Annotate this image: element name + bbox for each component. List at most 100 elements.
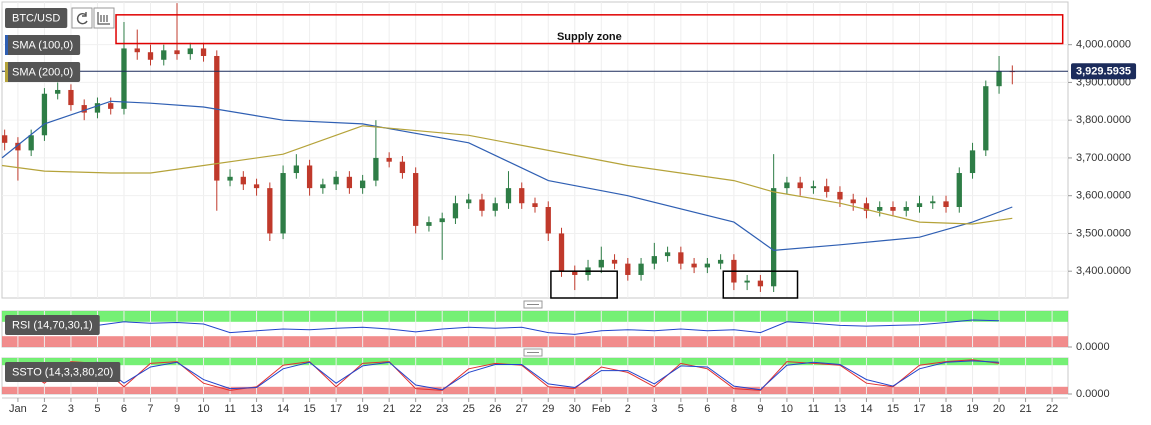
candle-body (41, 93, 48, 136)
candle-body (545, 207, 551, 234)
candle-body (837, 191, 843, 200)
candle-body (638, 263, 644, 275)
band (2, 336, 1068, 347)
candle-body (240, 176, 246, 185)
y-tick-label: 3,900.0000 (1076, 76, 1131, 88)
candle-body (439, 218, 445, 223)
refresh-icon (76, 12, 88, 25)
y-tick-label: 0.0000 (1076, 388, 1110, 400)
candle-body (466, 199, 472, 204)
legend-text: SMA (100,0) (12, 39, 73, 51)
candle-body (983, 86, 989, 151)
candle-body (757, 280, 764, 287)
candle-body (969, 150, 976, 174)
candle-body (200, 48, 207, 56)
x-tick-label: 18 (940, 403, 952, 415)
x-tick-label: 9 (757, 403, 763, 415)
candle-body (611, 259, 618, 264)
candle-body (664, 252, 671, 257)
candle-body (15, 142, 21, 151)
candle-body (452, 203, 459, 219)
candle-body (399, 161, 406, 174)
x-tick-label: 10 (197, 403, 209, 415)
candle-body (558, 233, 565, 272)
candle-body (1, 135, 8, 143)
candle-body (903, 207, 909, 211)
series-line (1, 125, 1013, 225)
x-tick-label: 15 (303, 403, 315, 415)
x-tick-label: 17 (330, 403, 342, 415)
x-tick-label: 23 (436, 403, 448, 415)
y-tick-label: 3,600.0000 (1076, 190, 1131, 202)
legend-item: RSI (14,70,30,1) (5, 315, 100, 335)
x-tick-label: 14 (860, 403, 872, 415)
legend-color (5, 35, 8, 55)
x-tick-label: 26 (489, 403, 501, 415)
candle-body (134, 48, 140, 53)
candle-body (532, 203, 538, 208)
candle-body (214, 55, 220, 181)
candle-body (824, 186, 830, 192)
candle-body (797, 182, 803, 189)
candle-body (121, 48, 127, 109)
pane-frame (1, 1, 1069, 299)
y-tick-label: 4,000.0000 (1076, 39, 1131, 51)
candle-body (704, 263, 711, 268)
x-tick-label: 14 (277, 403, 289, 415)
candle-body (28, 135, 34, 151)
y-tick-label: 3,500.0000 (1076, 227, 1131, 239)
annotation-label: Supply zone (557, 31, 622, 43)
x-tick-label: 11 (808, 403, 819, 415)
candle-body (346, 176, 353, 189)
candle-body (320, 184, 326, 189)
calendar-icon (97, 12, 110, 25)
x-tick-label: 15 (887, 403, 899, 415)
candle-body (426, 222, 432, 226)
x-tick-label: 2 (41, 403, 47, 415)
x-tick-label: 19 (357, 403, 369, 415)
x-tick-label: 3 (68, 403, 74, 415)
x-tick-label: 13 (250, 403, 262, 415)
x-tick-label: 8 (731, 403, 737, 415)
y-tick-label: 3,800.0000 (1076, 114, 1131, 126)
x-tick-label: 10 (781, 403, 793, 415)
legend-box (5, 8, 68, 28)
candle-body (108, 103, 114, 109)
x-tick-label: 2 (625, 403, 631, 415)
candle-body (863, 203, 870, 211)
last-price-box (1071, 63, 1137, 80)
x-tick-label: 3 (651, 403, 657, 415)
annotation-box (722, 270, 799, 299)
refresh-button[interactable] (71, 7, 93, 29)
x-tick-label: 27 (516, 403, 528, 415)
candle-body (916, 203, 923, 208)
candle-body (267, 188, 273, 234)
y-tick-label: 3,700.0000 (1076, 152, 1131, 164)
candle-body (161, 50, 167, 60)
legend-box (5, 62, 81, 82)
candle-body (943, 201, 949, 208)
separator-handles (523, 300, 543, 357)
band (2, 311, 1068, 322)
candle-body (227, 176, 233, 181)
legend-text: RSI (14,70,30,1) (12, 319, 93, 331)
candle-body (717, 259, 724, 264)
candle-body (784, 182, 790, 189)
band (2, 386, 1068, 394)
candle-body (691, 263, 697, 268)
candle-body (174, 50, 180, 55)
x-tick-label: 5 (678, 403, 684, 415)
x-tick-label: 6 (704, 403, 710, 415)
legend-box (5, 362, 121, 382)
candle-body (81, 105, 87, 113)
candle-body (94, 103, 101, 113)
candle-body (771, 188, 777, 287)
x-tick-label: 21 (383, 403, 395, 415)
x-tick-label: 11 (224, 403, 235, 415)
legend-text: SMA (200,0) (12, 66, 73, 78)
x-tick-label: 7 (147, 403, 153, 415)
candle-body (678, 252, 684, 264)
candle-body (253, 184, 260, 189)
series-line (17, 360, 1000, 391)
